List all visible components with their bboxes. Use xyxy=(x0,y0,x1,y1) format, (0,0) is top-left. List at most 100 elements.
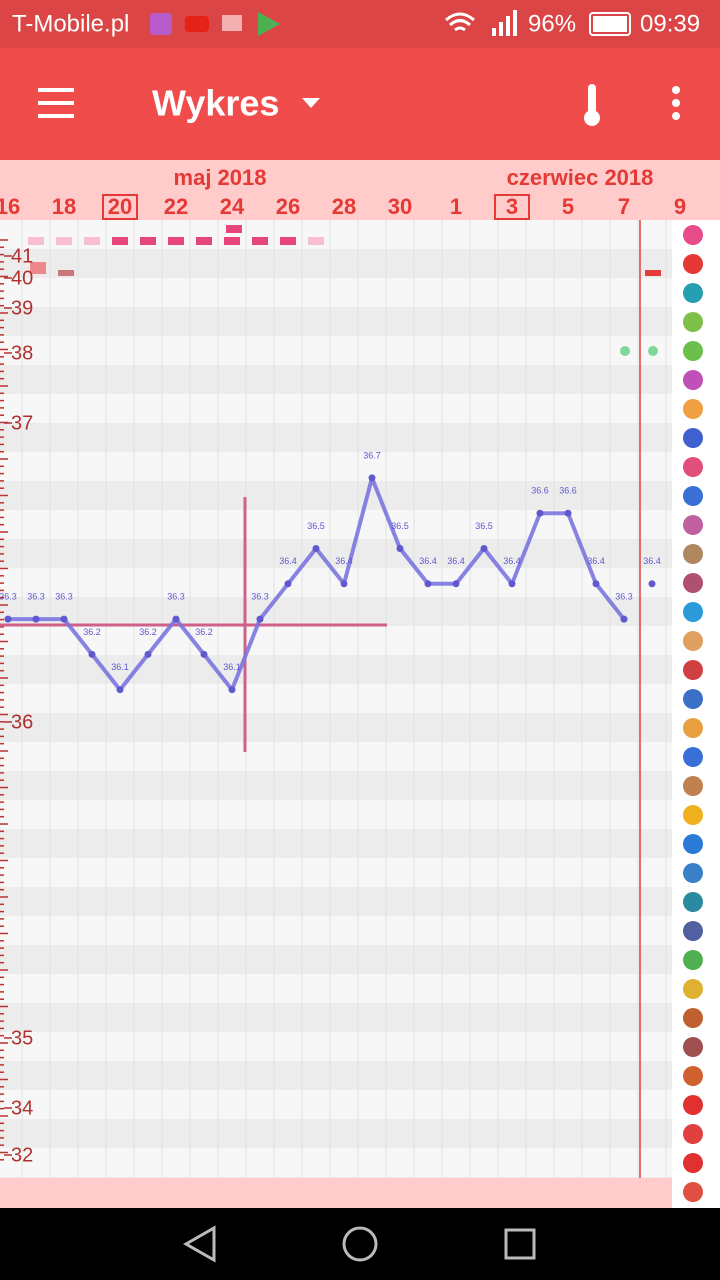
stripe xyxy=(0,1061,672,1090)
chart-background xyxy=(0,220,672,1206)
month-label: maj 2018 xyxy=(174,165,267,190)
marker xyxy=(252,237,268,245)
temperature-point xyxy=(172,615,180,623)
tracker-icon xyxy=(683,631,703,651)
value-label: 36.3 xyxy=(27,591,45,601)
temperature-point xyxy=(648,580,656,588)
date-label: 18 xyxy=(52,194,76,219)
tracker-icon xyxy=(683,1095,703,1115)
tracker-icon xyxy=(683,921,703,941)
tracker-icon xyxy=(683,341,703,361)
y-tick-label: 41 xyxy=(11,245,33,267)
stripe xyxy=(0,945,672,974)
stripe xyxy=(0,829,672,858)
temperature-point xyxy=(508,580,516,588)
temperature-point xyxy=(88,650,96,658)
temperature-point xyxy=(32,615,40,623)
date-label: 24 xyxy=(220,194,245,219)
tracker-icon xyxy=(683,660,703,680)
tracker-icon xyxy=(683,1153,703,1173)
marker xyxy=(140,237,156,245)
signal-icon xyxy=(506,16,510,36)
tracker-icon xyxy=(683,863,703,883)
temperature-point xyxy=(368,474,376,482)
value-label: 36.3 xyxy=(615,591,633,601)
tracker-icon xyxy=(683,399,703,419)
stripe xyxy=(0,655,672,684)
app-title[interactable]: Wykres xyxy=(152,83,279,124)
date-label: 28 xyxy=(332,194,356,219)
date-label: 30 xyxy=(388,194,412,219)
tracker-icon xyxy=(683,428,703,448)
dropdown-arrow[interactable] xyxy=(302,98,320,108)
back-button[interactable] xyxy=(182,1225,216,1263)
tracker-icon xyxy=(683,805,703,825)
signal-icon xyxy=(499,22,503,36)
marker xyxy=(224,237,240,245)
value-label: 36.3 xyxy=(167,591,185,601)
stripe xyxy=(0,713,672,742)
menu-button[interactable] xyxy=(38,88,74,118)
value-label: 36.5 xyxy=(475,521,493,531)
tracker-icon xyxy=(683,254,703,274)
battery-icon xyxy=(593,16,627,32)
stripe xyxy=(0,249,672,278)
clock: 09:39 xyxy=(640,10,700,37)
stripe xyxy=(0,597,672,626)
temperature-point xyxy=(312,545,320,552)
date-label: 16 xyxy=(0,194,20,219)
date-label: 3 xyxy=(506,194,518,219)
stripe xyxy=(0,307,672,336)
tracker-icon xyxy=(683,515,703,535)
y-tick-label: 35 xyxy=(11,1027,33,1049)
status-icon xyxy=(185,16,209,32)
stripe xyxy=(0,887,672,916)
stripe xyxy=(0,423,672,452)
status-icon xyxy=(258,12,280,36)
icon-column xyxy=(672,220,720,1208)
temperature-point xyxy=(592,580,600,588)
tracker-icon xyxy=(683,312,703,332)
value-label: 36.5 xyxy=(307,521,325,531)
temperature-point xyxy=(480,545,488,552)
temperature-point xyxy=(340,580,348,588)
date-label: 20 xyxy=(108,194,132,219)
date-label: 26 xyxy=(276,194,300,219)
value-label: 36.7 xyxy=(363,450,381,460)
marker xyxy=(30,262,46,274)
date-label: 7 xyxy=(618,194,630,219)
battery-text: 96% xyxy=(528,10,576,37)
date-label: 5 xyxy=(562,194,574,219)
nav-bar xyxy=(0,1208,720,1280)
battery-icon xyxy=(589,12,631,36)
marker xyxy=(308,237,324,245)
recents-button[interactable] xyxy=(504,1228,536,1260)
marker xyxy=(112,237,128,245)
signal-icon xyxy=(492,28,496,36)
thermometer-button[interactable] xyxy=(584,84,600,126)
temperature-point xyxy=(620,615,628,623)
marker xyxy=(645,270,661,276)
tracker-icon xyxy=(683,573,703,593)
temperature-point xyxy=(424,580,432,588)
value-label: 36.4 xyxy=(447,556,465,566)
value-label: 36.1 xyxy=(223,662,241,672)
tracker-icon xyxy=(683,1008,703,1028)
status-icon xyxy=(150,13,172,35)
home-button[interactable] xyxy=(342,1226,378,1262)
carrier: T-Mobile.pl xyxy=(12,10,129,37)
overflow-menu[interactable] xyxy=(672,86,680,120)
value-label: 36.4 xyxy=(587,556,605,566)
tracker-icon xyxy=(683,457,703,477)
tracker-icon xyxy=(683,950,703,970)
tracker-icon xyxy=(683,225,703,245)
signal-icon xyxy=(513,10,517,36)
cycle-day-band xyxy=(0,1178,672,1208)
tracker-icon xyxy=(683,718,703,738)
temperature-point xyxy=(284,580,292,588)
value-label: 36.2 xyxy=(195,627,213,637)
stripe xyxy=(0,1003,672,1032)
value-label: 36.3 xyxy=(251,591,269,601)
marker xyxy=(56,237,72,245)
